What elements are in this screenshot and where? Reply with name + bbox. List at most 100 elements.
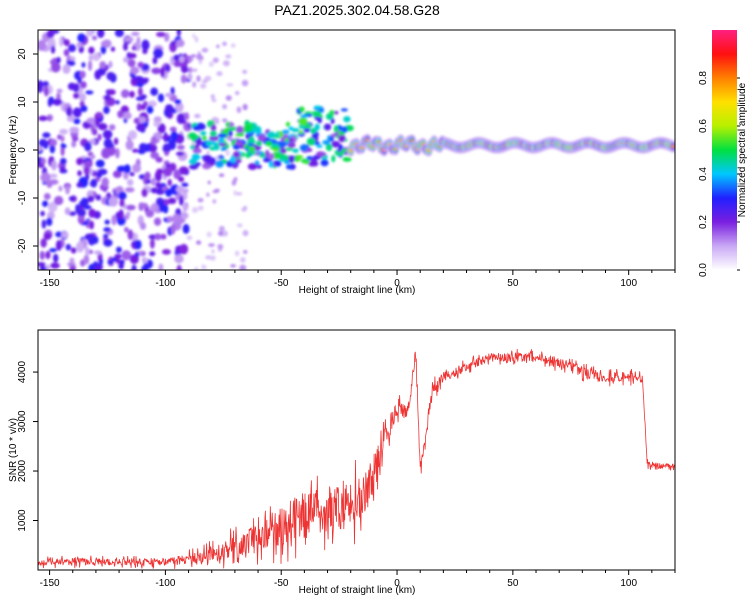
spectrogram-cell (242, 230, 249, 237)
spectrogram-cell (108, 124, 116, 131)
spectrogram-cell (89, 220, 95, 230)
spectrogram-cell (115, 246, 122, 253)
spectrogram-cell (192, 33, 196, 39)
spectrogram-cell (313, 105, 322, 110)
spectrogram-x-tick-label: 50 (507, 278, 519, 289)
spectrogram-cell (107, 260, 113, 265)
colorbar-tick-label: 0.2 (698, 215, 709, 229)
spectrogram-cell (292, 148, 299, 153)
spectrogram-cell (132, 163, 142, 173)
spectrogram-cell (103, 94, 111, 101)
spectrogram-cell (163, 167, 173, 177)
spectrogram-cell (187, 73, 193, 81)
spectrogram-cell (186, 235, 193, 241)
spectrogram-cell (212, 199, 217, 204)
spectrogram-cell (196, 53, 203, 61)
figure-title: PAZ1.2025.302.04.58.G28 (274, 2, 440, 18)
spectrogram-cell (255, 140, 263, 146)
spectrogram-cell (236, 106, 242, 114)
spectrogram-cell (155, 156, 163, 163)
spectrogram-cell (84, 247, 90, 256)
spectrogram-cell (59, 36, 64, 47)
spectrogram-cell (176, 30, 181, 37)
spectrogram-cell (188, 57, 194, 61)
spectrogram-cell (78, 93, 87, 102)
spectrogram-cell (201, 47, 209, 53)
spectrogram-cell (98, 66, 106, 76)
spectrogram-cell (266, 131, 276, 139)
spectrogram-cell (150, 151, 160, 159)
spectrogram-cell (314, 116, 320, 121)
spectrogram-cell (81, 62, 86, 68)
spectrogram-cell (671, 145, 675, 148)
spectrogram-cell (146, 105, 154, 114)
spectrogram-cell (303, 128, 311, 133)
spectrogram-cell (198, 59, 203, 65)
spectrogram-cell (40, 157, 46, 165)
spectrogram-cell (95, 194, 102, 201)
spectrogram-cell (102, 129, 113, 139)
spectrogram-cell (239, 264, 247, 270)
spectrogram-cell (68, 195, 76, 202)
spectrogram-cell (180, 74, 187, 84)
spectrogram-cell (242, 69, 248, 74)
spectrogram-cell (236, 223, 243, 228)
spectrogram-cell (139, 222, 147, 230)
snr-y-tick-label: 4000 (17, 361, 28, 384)
spectrogram-cell (150, 136, 158, 146)
spectrogram-cell (314, 123, 320, 131)
snr-x-tick-label: -100 (155, 578, 175, 589)
spectrogram-cell (410, 139, 414, 142)
spectrogram-cell (131, 45, 137, 51)
spectrogram-cell (110, 46, 116, 52)
colorbar: 0.0 0.2 0.4 0.6 0.8 Normalized spectral ampl… (698, 30, 748, 277)
spectrogram-cell (60, 135, 65, 143)
spectrogram-cell (153, 48, 164, 59)
spectrogram-cell (99, 61, 107, 69)
spectrogram-cell (325, 143, 333, 152)
spectrogram-cell (225, 95, 232, 101)
spectrogram-cell (234, 91, 240, 96)
spectrogram-cell (97, 123, 108, 131)
spectrogram-cell (89, 181, 96, 187)
spectrogram-cell (246, 138, 256, 145)
spectrogram-cell (92, 236, 99, 244)
spectrogram-cell (83, 160, 93, 169)
spectrogram-cell (38, 138, 48, 148)
snr-y-label: SNR (10 * v/v) (8, 418, 19, 482)
spectrogram-cell (330, 118, 335, 125)
spectrogram-cell (158, 201, 165, 213)
spectrogram-cell (97, 112, 102, 119)
spectrogram-cell (160, 233, 167, 240)
spectrogram-cell (138, 250, 144, 256)
spectrogram-cell (218, 225, 225, 232)
spectrogram-cell (49, 248, 57, 253)
snr-frame (37, 329, 676, 571)
spectrogram-cell (199, 130, 207, 136)
spectrogram-cell (114, 30, 124, 38)
snr-axes: -150 -100 -50 0 50 100 1000 2000 3000 4000 (17, 361, 676, 589)
spectrogram-cell (138, 143, 148, 152)
spectrogram-cell (166, 136, 171, 142)
spectrogram-cell (269, 146, 279, 150)
spectrogram-cell (131, 31, 140, 37)
spectrogram-cell (139, 79, 148, 85)
spectrogram-cell (50, 262, 60, 269)
spectrogram-cell (165, 163, 171, 169)
spectrogram-cell (52, 253, 59, 263)
spectrogram-cell (299, 114, 309, 118)
spectrogram-cell (173, 54, 181, 61)
snr-x-tick-label: 0 (394, 578, 400, 589)
spectrogram-cell (69, 126, 80, 134)
spectrogram-cell (306, 147, 313, 153)
spectrogram-cell (222, 118, 228, 123)
spectrogram-cell (141, 264, 149, 270)
spectrogram-cell (179, 243, 189, 255)
spectrogram-cell (208, 61, 214, 68)
spectrogram-cell (140, 104, 147, 111)
spectrogram-cell (118, 209, 124, 220)
spectrogram-cell (182, 203, 189, 212)
spectrogram-cell (230, 43, 236, 48)
spectrogram-cell (148, 143, 158, 153)
spectrogram-cell (77, 208, 87, 217)
